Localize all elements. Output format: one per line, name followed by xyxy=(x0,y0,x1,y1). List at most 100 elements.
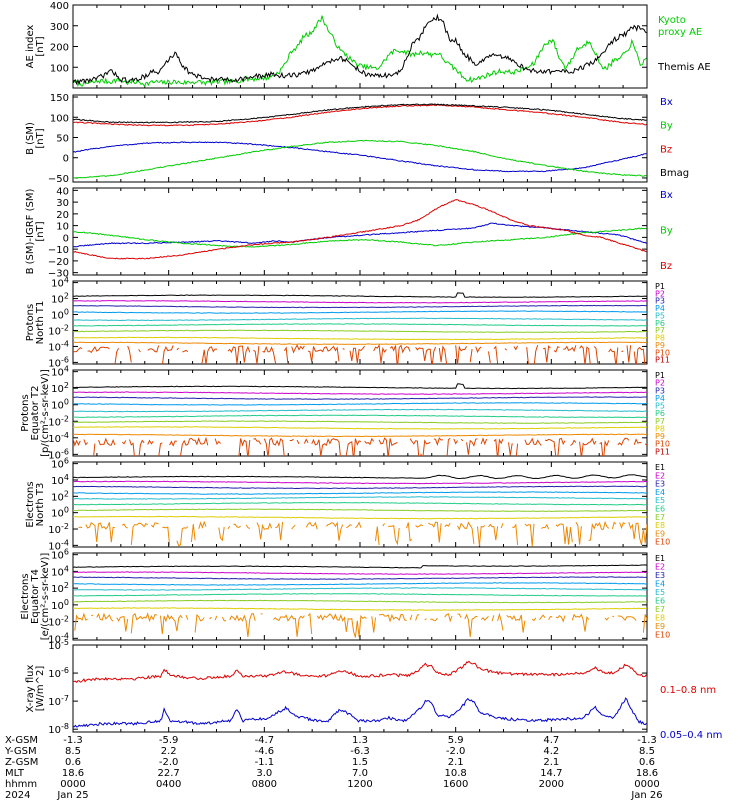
legend-entry: E3 xyxy=(655,480,665,489)
y-tick-label: 30 xyxy=(56,198,69,209)
x-tick-value: 1.5 xyxy=(352,757,368,768)
y-axis-label: X-ray flux xyxy=(25,664,36,712)
x-row-label: Z-GSM xyxy=(5,757,38,768)
channel-line xyxy=(73,310,647,314)
x-tick-value: 18.6 xyxy=(636,768,658,779)
y-tick-label: 104 xyxy=(51,473,69,487)
channel-line xyxy=(73,304,647,309)
y-tick-label: −30 xyxy=(48,269,69,280)
series-line xyxy=(73,141,647,173)
legend-entry: 0.1–0.8 nm xyxy=(660,685,716,696)
x-tick-value: 2.2 xyxy=(161,746,177,757)
legend-entry: Bmag xyxy=(660,168,689,179)
x-tick-value: -6.3 xyxy=(350,746,370,757)
channel-line xyxy=(73,485,647,490)
y-axis-label: Protons xyxy=(20,394,31,431)
panel-b: −50 0 50 100 150 B (SM) [nT] xyxy=(25,93,648,185)
panel-frame xyxy=(72,4,648,89)
x-tick-value: Jan 25 xyxy=(56,790,88,800)
x-row-label: 2024 xyxy=(5,790,30,800)
legend-b: Bx By Bz Bmag xyxy=(660,97,689,179)
y-tick-label: 102 xyxy=(51,381,69,395)
channel-line xyxy=(73,300,647,304)
legend-entry: E8 xyxy=(655,614,665,623)
x-tick-value: 1600 xyxy=(443,779,468,790)
y-axis-label: [p/(cm²-s-sr-keV)] xyxy=(40,369,51,457)
panel-xr: 10-8 10-7 10-6 10-5 X-ray flux [W/m^2] xyxy=(25,638,648,736)
series-line xyxy=(73,697,647,728)
channel-line xyxy=(73,391,647,395)
y-tick-label: 10-4 xyxy=(48,431,69,445)
legend-entry: Bx xyxy=(660,190,673,201)
x-row-label: hhmm xyxy=(5,779,37,790)
x-tick-value: 2000 xyxy=(539,779,564,790)
legend-entry: Kyoto xyxy=(658,15,686,26)
legend-entry: E8 xyxy=(655,521,665,530)
channel-line xyxy=(73,408,647,413)
y-tick-label: −20 xyxy=(48,257,69,268)
legend-entry: P9 xyxy=(655,341,665,350)
y-tick-label: 20 xyxy=(56,210,69,221)
x-tick-value: -1.1 xyxy=(255,757,275,768)
legend-entry: P7 xyxy=(655,417,665,426)
panel-en: 10-4 10-2 100 102 104 106 Electrons North T3 xyxy=(25,457,648,552)
legend-entry: E9 xyxy=(655,622,665,631)
y-axis-label: [W/m^2] xyxy=(35,666,46,712)
y-tick-label: 100 xyxy=(50,113,69,124)
y-tick-label: 10 xyxy=(56,222,69,233)
panel-frame xyxy=(72,94,648,183)
channel-line xyxy=(73,396,647,400)
legend-entry: E6 xyxy=(655,597,665,606)
legend-entry: P11 xyxy=(655,356,670,365)
y-axis-label: [nT] xyxy=(35,36,46,56)
x-tick-value: 8.5 xyxy=(65,746,81,757)
y-tick-label: 106 xyxy=(51,548,69,562)
y-tick-label: 0 xyxy=(63,233,69,244)
y-axis-label: [e/(cm²-s-sr-keV)] xyxy=(40,553,51,641)
y-axis-label: North T3 xyxy=(35,483,46,527)
y-tick-label: 300 xyxy=(50,22,69,33)
legend-entry: P10 xyxy=(655,348,670,357)
legend-entry: P1 xyxy=(655,371,665,380)
legend-entry: E5 xyxy=(655,496,665,505)
y-axis-label: B (SM)-IGRF (SM) xyxy=(25,189,36,275)
channel-line xyxy=(73,607,647,611)
x-tick-value: 18.6 xyxy=(62,768,84,779)
y-tick-label: 100 xyxy=(51,398,69,412)
legend-entry: E6 xyxy=(655,505,665,514)
legend-entry: E7 xyxy=(655,605,665,614)
legend-entry: P2 xyxy=(655,289,665,298)
legend-db: Bx By Bz xyxy=(660,190,673,272)
series-group xyxy=(73,13,647,88)
y-tick-label: 10-6 xyxy=(48,666,69,680)
y-tick-label: 10-4 xyxy=(48,538,69,552)
y-tick-label: 100 xyxy=(51,308,69,322)
y-tick-label: 106 xyxy=(51,457,69,471)
y-tick-label: 10-2 xyxy=(48,323,69,337)
legend-entry: E10 xyxy=(655,538,670,547)
x-tick-value: -2.0 xyxy=(159,757,179,768)
channel-line xyxy=(74,612,647,638)
y-tick-label: 0 xyxy=(63,154,69,165)
legend-entry: proxy AE xyxy=(658,27,702,38)
channel-line xyxy=(73,317,647,322)
y-axis-label: Equator T2 xyxy=(30,386,41,441)
y-axis-label: North T1 xyxy=(35,301,46,345)
x-row-label: MLT xyxy=(5,768,25,779)
y-tick-label: 40 xyxy=(56,186,69,197)
y-axis-label: Protons xyxy=(25,304,36,341)
channel-line xyxy=(73,426,647,430)
x-tick-value: 0800 xyxy=(252,779,277,790)
channel-line xyxy=(73,501,647,506)
x-tick-value: 22.7 xyxy=(158,768,180,779)
y-tick-label: 150 xyxy=(50,93,69,104)
legend-entry: P3 xyxy=(655,297,665,306)
x-tick-value: 2.1 xyxy=(543,757,559,768)
x-tick-value: -2.0 xyxy=(446,746,466,757)
channel-line xyxy=(73,383,647,390)
